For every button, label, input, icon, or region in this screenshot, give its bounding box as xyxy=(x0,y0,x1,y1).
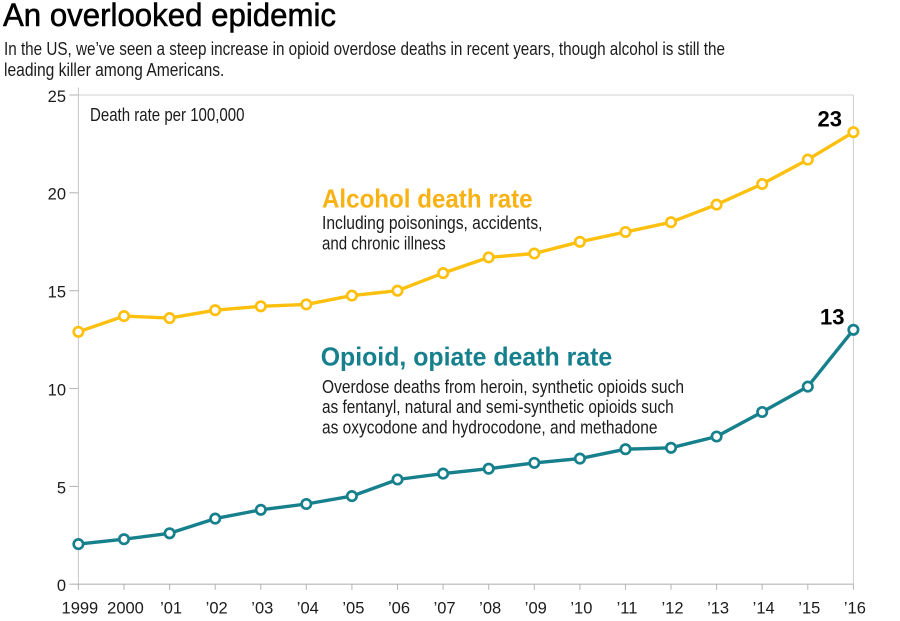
svg-text:and chronic illness: and chronic illness xyxy=(322,233,446,253)
svg-text:’04: ’04 xyxy=(297,600,319,618)
svg-text:’07: ’07 xyxy=(434,600,456,618)
svg-text:’03: ’03 xyxy=(251,600,273,618)
svg-text:leading killer among Americans: leading killer among Americans. xyxy=(4,60,224,80)
svg-text:as fentanyl, natural and semi-: as fentanyl, natural and semi-synthetic … xyxy=(322,397,674,417)
svg-text:25: 25 xyxy=(48,88,66,106)
svg-text:0: 0 xyxy=(57,577,66,595)
svg-text:Including poisonings, accident: Including poisonings, accidents, xyxy=(322,213,543,233)
svg-text:Alcohol death rate: Alcohol death rate xyxy=(322,184,533,214)
svg-text:13: 13 xyxy=(820,304,844,329)
svg-text:Death rate per 100,000: Death rate per 100,000 xyxy=(90,105,245,125)
svg-text:An overlooked epidemic: An overlooked epidemic xyxy=(3,0,336,33)
svg-text:In the US, we’ve seen a steep: In the US, we’ve seen a steep increase i… xyxy=(4,39,725,59)
svg-text:’14: ’14 xyxy=(753,600,775,618)
svg-text:15: 15 xyxy=(48,284,66,302)
svg-text:2000: 2000 xyxy=(107,600,144,618)
svg-text:Opioid, opiate death rate: Opioid, opiate death rate xyxy=(321,342,613,372)
svg-text:’15: ’15 xyxy=(798,600,820,618)
svg-text:’13: ’13 xyxy=(707,600,729,618)
svg-text:as oxycodone and hydrocodone,: as oxycodone and hydrocodone, and methad… xyxy=(322,417,658,437)
svg-text:’01: ’01 xyxy=(160,600,182,618)
svg-text:’06: ’06 xyxy=(388,600,410,618)
svg-text:’05: ’05 xyxy=(342,600,364,618)
svg-text:1999: 1999 xyxy=(62,600,99,618)
svg-text:’16: ’16 xyxy=(844,600,866,618)
svg-text:’11: ’11 xyxy=(617,600,638,618)
svg-text:23: 23 xyxy=(818,106,842,131)
svg-text:’02: ’02 xyxy=(206,600,228,618)
svg-text:’12: ’12 xyxy=(661,600,683,618)
svg-text:Overdose deaths from heroin, s: Overdose deaths from heroin, synthetic o… xyxy=(322,377,684,397)
svg-text:’10: ’10 xyxy=(570,600,592,618)
svg-text:’09: ’09 xyxy=(525,600,547,618)
svg-text:10: 10 xyxy=(48,381,66,399)
svg-text:’08: ’08 xyxy=(479,600,501,618)
svg-text:20: 20 xyxy=(48,186,66,204)
svg-text:5: 5 xyxy=(57,479,66,497)
